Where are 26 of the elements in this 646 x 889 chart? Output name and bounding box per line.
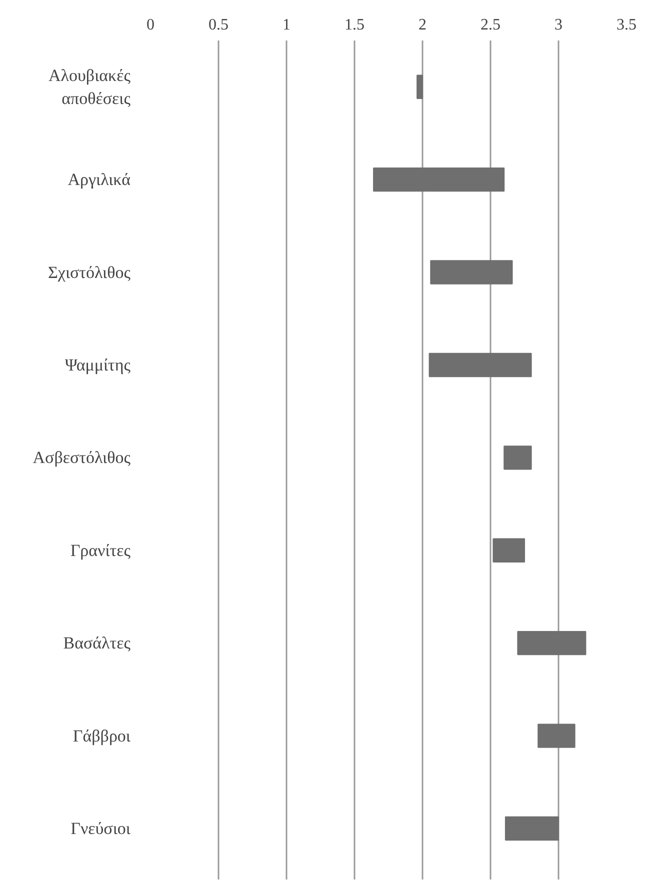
bar bbox=[416, 74, 423, 99]
y-tick-label: Γνεύσιοι bbox=[70, 819, 131, 838]
y-tick-label: Αργιλικά bbox=[68, 170, 131, 190]
x-tick-label: 3 bbox=[554, 16, 562, 34]
bar bbox=[504, 816, 559, 841]
bar bbox=[492, 538, 525, 562]
x-tick-label: 2 bbox=[418, 16, 426, 34]
bar bbox=[428, 352, 532, 378]
y-tick-label: Βασάλτες bbox=[63, 634, 131, 653]
y-tick-label: Γρανίτες bbox=[70, 540, 131, 560]
x-tick-label: 1.5 bbox=[344, 16, 364, 34]
y-tick-label: Αλουβιακές αποθέσεις bbox=[48, 66, 131, 108]
x-tick-label: 2.5 bbox=[480, 16, 500, 34]
y-tick-label: Ασβεστόλιθος bbox=[32, 448, 131, 468]
bar bbox=[373, 167, 505, 192]
x-tick-label: 1 bbox=[282, 16, 290, 34]
x-tick-label: 0.5 bbox=[208, 16, 228, 34]
bar bbox=[517, 631, 586, 656]
bar bbox=[504, 446, 532, 470]
y-tick-label: Σχιστόλιθος bbox=[48, 262, 131, 282]
y-tick-label: Γάββροι bbox=[72, 726, 131, 746]
bar bbox=[430, 260, 513, 284]
y-tick-label: Ψαμμίτης bbox=[64, 355, 131, 374]
x-tick-label: 0 bbox=[146, 16, 154, 34]
x-tick-label: 3.5 bbox=[616, 16, 636, 34]
bar bbox=[538, 724, 576, 748]
